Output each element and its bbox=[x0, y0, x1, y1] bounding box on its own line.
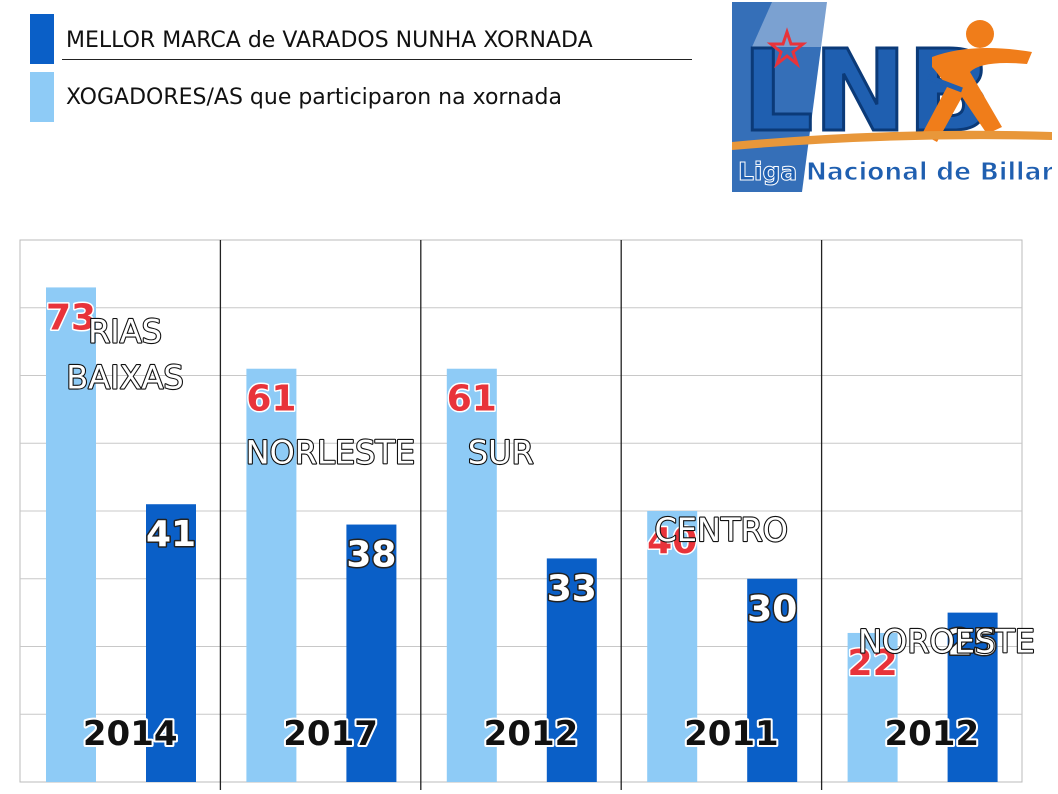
bar-best-mark bbox=[747, 578, 798, 782]
category-label: CENTRO bbox=[654, 511, 787, 549]
bars bbox=[46, 287, 998, 782]
logo-caption: Liga Nacional de Billarda bbox=[738, 157, 1052, 186]
category-label: NOROESTE bbox=[858, 623, 1035, 661]
year-label: 2017 bbox=[283, 714, 378, 754]
bar-players bbox=[46, 287, 96, 782]
bar-players bbox=[847, 632, 898, 782]
value-label-best-mark: 41 bbox=[146, 514, 196, 555]
value-label-players: 73 bbox=[46, 297, 96, 338]
bar-players bbox=[246, 368, 297, 782]
bar-best-mark bbox=[947, 612, 998, 782]
year-label: 2014 bbox=[83, 714, 178, 754]
value-label-best-mark: 30 bbox=[747, 589, 797, 630]
year-label: 2012 bbox=[884, 714, 979, 754]
category-label: SUR bbox=[468, 434, 534, 472]
category-label: BAIXAS bbox=[66, 358, 183, 396]
legend-swatch-dark-blue bbox=[30, 14, 54, 64]
value-label-players: 40 bbox=[647, 521, 697, 562]
legend-label-best-mark: MELLOR MARCA de VARADOS NUNHA XORNADA bbox=[62, 18, 692, 60]
value-label-best-mark: 25 bbox=[948, 623, 998, 664]
bar-best-mark bbox=[546, 558, 597, 782]
group-separators bbox=[219, 240, 823, 790]
year-label: 2012 bbox=[484, 714, 579, 754]
bar-best-mark bbox=[146, 504, 196, 782]
value-label-players: 61 bbox=[447, 379, 497, 420]
legend-item-best-mark: MELLOR MARCA de VARADOS NUNHA XORNADA bbox=[30, 14, 692, 64]
value-label-players: 61 bbox=[246, 379, 296, 420]
bar-players bbox=[647, 511, 698, 782]
labels: 73 41 2014 RIAS BAIXAS 61 38 2017 NORLESTE 61 33 20… bbox=[44, 296, 1036, 756]
bar-best-mark bbox=[346, 524, 397, 782]
value-label-best-mark: 33 bbox=[547, 568, 597, 609]
legend-item-players: XOGADORES/AS que participaron na xornada bbox=[30, 72, 562, 122]
legend-label-players: XOGADORES/AS que participaron na xornada bbox=[66, 84, 562, 110]
category-label: RIAS bbox=[88, 312, 162, 350]
bar-players bbox=[446, 368, 497, 782]
value-label-best-mark: 38 bbox=[346, 535, 396, 576]
legend-swatch-light-blue bbox=[30, 72, 54, 122]
category-label: NORLESTE bbox=[246, 434, 415, 472]
value-label-players: 22 bbox=[848, 643, 898, 684]
year-label: 2011 bbox=[684, 714, 779, 754]
lnb-logo: LNB Liga Nacional de Billarda bbox=[732, 2, 1052, 192]
